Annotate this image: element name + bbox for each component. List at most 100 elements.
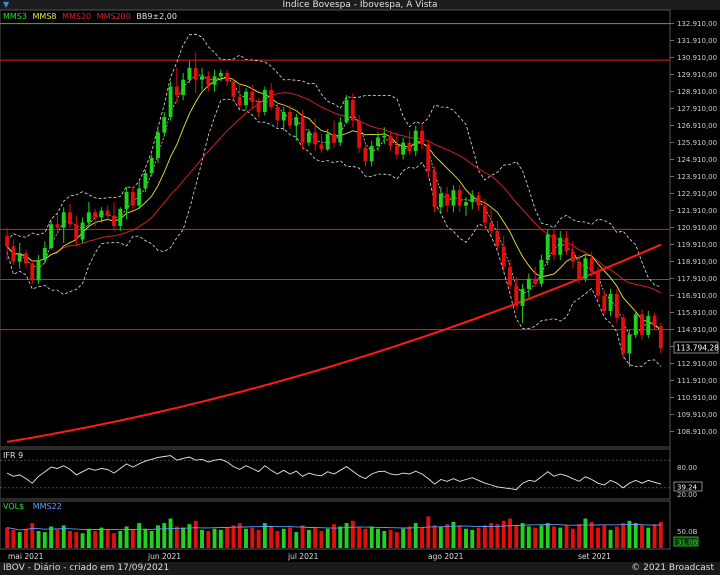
volume-bar (319, 531, 324, 548)
volume-bar (174, 526, 179, 548)
ifr-value-box (673, 481, 703, 492)
candle-body (74, 224, 79, 240)
y-tick-label: 132.910,00 (677, 20, 717, 28)
volume-bar (93, 531, 98, 548)
legend: MMS3 MMS8 MMS20 MMS200 BB9±2,00 (3, 12, 177, 21)
candle-body (476, 195, 481, 206)
price-layer (0, 23, 670, 443)
volume-bar (602, 525, 607, 548)
chart-canvas[interactable]: 132.910,00 131.910,00 130.910,00 129.910,00… (0, 0, 720, 562)
y-tick-label: 127.910,00 (677, 105, 717, 113)
volume-bar (627, 520, 632, 548)
candle-body (162, 117, 167, 133)
volume-bar (86, 528, 91, 548)
volume-bar (376, 528, 380, 548)
volume-bar (244, 528, 248, 548)
candle-body (174, 86, 179, 96)
volume-bar (80, 533, 85, 548)
volume-bar (495, 524, 500, 548)
candle-body (206, 76, 211, 85)
y-tick-label: 115.910,00 (677, 309, 717, 317)
volume-value-box (673, 536, 699, 547)
candle-body (300, 117, 305, 143)
volume-mms22-line (7, 524, 661, 531)
candle-body (539, 259, 544, 284)
candle-body (137, 188, 142, 206)
volume-bar (614, 526, 619, 548)
volume-bar (596, 527, 600, 548)
y-tick-label: 114.910,00 (677, 326, 717, 334)
volume-bar (470, 529, 475, 548)
candle-body (61, 212, 66, 228)
candle-body (200, 76, 204, 80)
ifr-layer (0, 455, 670, 491)
candle-body (470, 195, 475, 203)
volume-bar (11, 529, 16, 548)
legend-bb: BB9±2,00 (136, 12, 177, 21)
candle-body (332, 134, 336, 143)
candle-body (382, 135, 387, 138)
volume-bar (589, 521, 594, 548)
candle-body (11, 246, 16, 262)
bollinger-lower (6, 98, 662, 368)
volume-bar (212, 528, 217, 548)
volume-bar (545, 523, 550, 548)
volume-bar (508, 518, 512, 548)
volume-bar (640, 525, 644, 548)
volume-bar (432, 525, 437, 548)
volume-bar (608, 529, 613, 548)
candle-body (583, 258, 588, 279)
footer-caption: IBOV - Diário - criado em 17/09/2021 (3, 563, 170, 573)
y-tick-label: 119.910,00 (677, 241, 717, 249)
candle-body (99, 210, 104, 218)
volume-bar (489, 523, 494, 548)
price-panel-border (0, 9, 671, 448)
mms3-line (6, 74, 662, 336)
volume-bar (621, 523, 626, 548)
candle-body (225, 72, 230, 82)
volume-bar (206, 531, 211, 548)
mms20-line (6, 92, 662, 294)
volume-bar (426, 516, 431, 548)
volume-bar (30, 523, 35, 548)
volume-bar (552, 526, 556, 548)
y-tick-label: 124.910,00 (677, 156, 717, 164)
volume-bar (306, 529, 311, 548)
candle-body (514, 285, 519, 306)
candle-body (112, 215, 116, 226)
y-tick-label: 111.910,00 (677, 377, 717, 385)
volume-bar (187, 524, 192, 548)
volume-bar (583, 518, 588, 548)
volume-bar (17, 532, 22, 548)
candle-body (250, 91, 255, 102)
candle-body (589, 258, 594, 272)
volume-bar (118, 531, 123, 548)
legend-mms200: MMS200 (97, 12, 131, 21)
legend-mms8: MMS8 (33, 12, 57, 21)
volume-bar (451, 521, 456, 548)
window-title: Indice Bovespa - Ibovespa, A Vista (282, 0, 438, 10)
month-label-ago: ago 2021 (428, 552, 464, 561)
volume-bar (42, 532, 47, 548)
volume-bar (338, 526, 343, 548)
volume-bar (520, 523, 525, 548)
volume-bar (225, 527, 230, 548)
volume-bar (193, 520, 198, 548)
axis-layer: 132.910,00 131.910,00 130.910,00 129.910,00… (670, 20, 717, 436)
volume-bar (369, 526, 374, 548)
candle-body (545, 234, 550, 260)
y-tick-label: 128.910,00 (677, 88, 717, 96)
legend-mms3: MMS3 (3, 12, 27, 21)
volume-bar (445, 524, 450, 548)
candle-body (357, 120, 362, 148)
candle-body (313, 132, 318, 145)
collapse-icon[interactable]: ▼ (3, 0, 10, 9)
candle-body (275, 106, 280, 121)
candle-body (187, 67, 192, 80)
candle-body (30, 263, 35, 281)
volume-bar (5, 527, 10, 548)
candle-body (558, 237, 563, 255)
volume-bar (464, 528, 468, 548)
volume-bar (344, 523, 349, 548)
ifr-value: 39.24 (677, 484, 698, 492)
